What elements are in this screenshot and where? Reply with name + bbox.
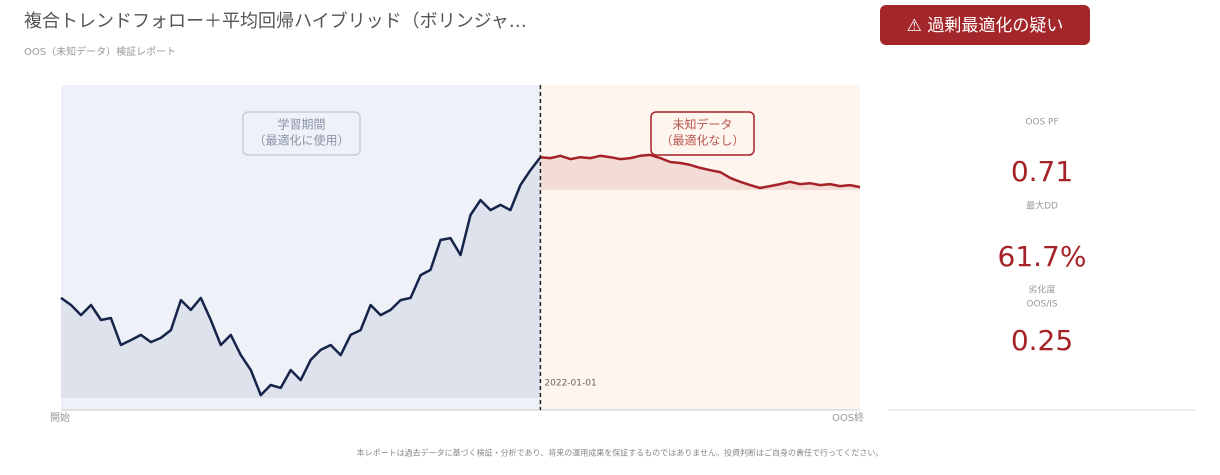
subtitle: OOS（未知データ）検証レポート <box>24 45 176 58</box>
annotation-text: （最適化なし） <box>660 133 744 148</box>
annotation-text: （最適化に使用） <box>253 133 349 148</box>
metric-value: 61.7% <box>998 240 1087 273</box>
badge-text: ⚠ 過剰最適化の疑い <box>907 16 1064 36</box>
annotation-box <box>242 111 361 156</box>
x-end-label: OOS終 <box>832 411 864 424</box>
annotation-text: 未知データ <box>672 117 732 132</box>
equity-line <box>540 153 861 190</box>
x-start-label: 開始 <box>50 411 70 424</box>
warning-badge <box>880 5 1090 45</box>
equity-line <box>60 156 542 397</box>
metric-label: 劣化度 <box>1028 284 1055 296</box>
metric-label: OOS PF <box>1025 118 1058 128</box>
metric-value: 0.71 <box>1011 155 1073 188</box>
title: 複合トレンドフォロー＋平均回帰ハイブリッド（ボリンジャ… <box>24 10 527 32</box>
area <box>540 154 860 190</box>
metric-value: 0.25 <box>1011 324 1073 357</box>
plot <box>60 153 861 398</box>
split-label: 2022-01-01 <box>544 379 596 389</box>
metric-label: 最大DD <box>1026 200 1058 212</box>
disclaimer: 本レポートは過去データに基づく検証・分析であり、将来の運用成果を保証するものでは… <box>357 448 884 458</box>
metric-label: OOS/IS <box>1026 300 1058 310</box>
annotation-text: 学習期間 <box>277 117 325 132</box>
area <box>61 157 541 398</box>
annotation-box <box>650 111 755 156</box>
